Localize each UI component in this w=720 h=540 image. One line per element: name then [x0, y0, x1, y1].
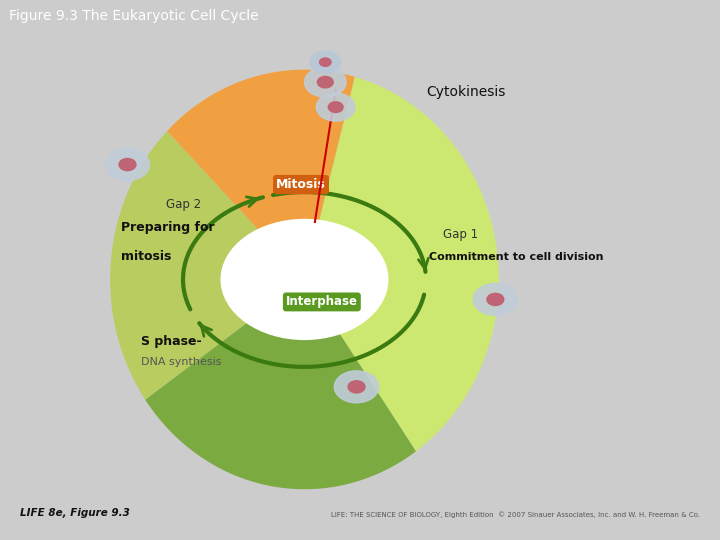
Circle shape — [105, 148, 150, 180]
Text: mitosis: mitosis — [120, 251, 171, 264]
Circle shape — [328, 102, 343, 112]
Circle shape — [320, 58, 331, 66]
Circle shape — [221, 219, 388, 339]
Polygon shape — [167, 70, 355, 280]
Text: Figure 9.3 The Eukaryotic Cell Cycle: Figure 9.3 The Eukaryotic Cell Cycle — [9, 9, 258, 23]
Circle shape — [348, 381, 365, 393]
Circle shape — [487, 293, 504, 306]
Circle shape — [473, 284, 518, 315]
Text: Preparing for: Preparing for — [120, 220, 214, 233]
Polygon shape — [305, 77, 499, 451]
Text: Mitosis: Mitosis — [276, 178, 326, 191]
Text: LIFE 8e, Figure 9.3: LIFE 8e, Figure 9.3 — [20, 508, 130, 518]
Text: Gap 1: Gap 1 — [444, 228, 478, 241]
Polygon shape — [145, 280, 416, 489]
Circle shape — [334, 371, 379, 403]
Text: S phase-: S phase- — [141, 335, 202, 348]
Circle shape — [318, 77, 333, 88]
Text: Gap 2: Gap 2 — [166, 198, 201, 211]
Text: LIFE: THE SCIENCE OF BIOLOGY, Eighth Edition  © 2007 Sinauer Associates, Inc. an: LIFE: THE SCIENCE OF BIOLOGY, Eighth Edi… — [331, 511, 700, 518]
Text: Cytokinesis: Cytokinesis — [426, 85, 505, 99]
Text: DNA synthesis: DNA synthesis — [141, 357, 222, 367]
Circle shape — [119, 159, 136, 171]
Text: Interphase: Interphase — [286, 295, 358, 308]
Text: Commitment to cell division: Commitment to cell division — [429, 252, 604, 262]
Circle shape — [310, 51, 341, 73]
Circle shape — [305, 67, 346, 97]
Circle shape — [316, 93, 355, 121]
Polygon shape — [110, 131, 305, 400]
